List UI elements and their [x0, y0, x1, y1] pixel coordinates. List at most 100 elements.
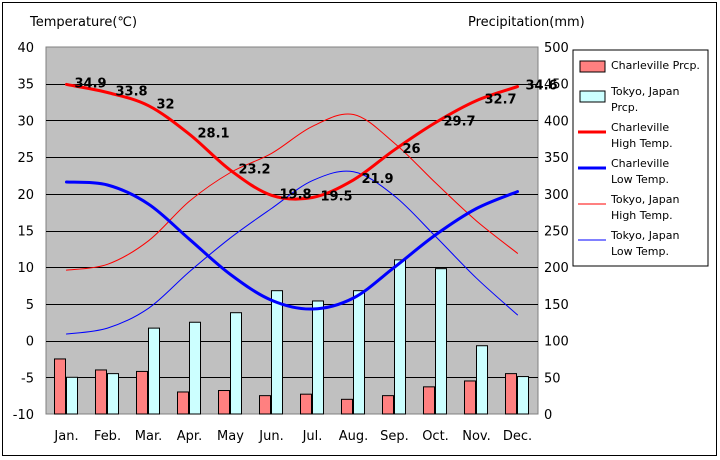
legend-label: Tokyo, Japan — [610, 193, 679, 206]
legend-swatch — [579, 90, 606, 103]
x-tick-label: Jun. — [258, 429, 283, 444]
data-label: 29.7 — [444, 115, 476, 130]
right-axis-title: Precipitation(mm) — [468, 15, 585, 30]
x-tick-label: Mar. — [135, 429, 162, 444]
bar — [136, 370, 148, 415]
data-label: 32.7 — [485, 93, 517, 108]
right-tick-label: 300 — [544, 188, 569, 203]
left-axis-title: Temperature(℃) — [29, 15, 137, 30]
bar — [54, 358, 66, 415]
legend-label: Tokyo, Japan — [610, 229, 679, 242]
bar — [517, 376, 529, 415]
bar — [107, 373, 119, 415]
x-tick-label: Oct. — [422, 429, 449, 444]
data-label: 19.5 — [321, 189, 353, 204]
bar — [505, 373, 517, 415]
x-tick-label: Dec. — [503, 429, 532, 444]
left-tick-label: 40 — [17, 41, 34, 56]
data-label: 32 — [157, 98, 175, 113]
bar — [464, 380, 476, 415]
left-tick-label: 0 — [26, 335, 34, 350]
bar — [189, 321, 201, 415]
left-tick-label: 30 — [17, 114, 34, 129]
x-tick-label: Feb. — [94, 429, 121, 444]
data-label: 23.2 — [239, 162, 271, 177]
temperature-lines — [65, 82, 519, 335]
left-tick-label: 5 — [26, 298, 34, 313]
left-tick-label: 35 — [17, 78, 34, 93]
bar — [312, 300, 324, 415]
left-tick-label: 15 — [17, 225, 34, 240]
legend-label: Charleville — [611, 121, 669, 134]
data-label: 28.1 — [198, 126, 230, 141]
legend-box — [572, 49, 709, 267]
x-tick-label: Jan. — [53, 429, 78, 444]
data-labels: 34.9 33.8 32 28.1 23.2 19.8 19.5 21.9 26 29.7 32.7… — [75, 76, 558, 204]
x-axis-ticks: Jan. Feb. Mar. Apr. May Jun. Jul. Aug. Sep. Oct. N… — [53, 429, 532, 444]
right-tick-label: 350 — [544, 151, 569, 166]
bar — [353, 290, 365, 415]
right-tick-label: 250 — [544, 225, 569, 240]
right-tick-label: 0 — [544, 408, 552, 423]
plot-area — [45, 46, 539, 415]
right-tick-label: 100 — [544, 335, 569, 350]
bar — [271, 290, 283, 415]
bar — [230, 312, 242, 415]
bar — [435, 268, 447, 415]
legend-label: Prcp. — [611, 101, 638, 114]
precipitation-bars — [54, 259, 529, 415]
right-tick-label: 500 — [544, 41, 569, 56]
data-label: 33.8 — [116, 85, 148, 100]
legend-label: High Temp. — [611, 137, 673, 150]
left-tick-label: -5 — [21, 371, 34, 386]
data-label: 21.9 — [362, 172, 394, 187]
left-axis-ticks: 40 35 30 25 20 15 10 5 0 -5 -10 — [13, 41, 34, 423]
bar — [423, 386, 435, 415]
x-tick-label: Apr. — [177, 429, 202, 444]
bar — [394, 259, 406, 415]
series-line — [65, 180, 519, 311]
legend-label: Charleville — [611, 157, 669, 170]
bar — [259, 395, 271, 415]
left-tick-label: 10 — [17, 261, 34, 276]
data-label: 34.9 — [75, 76, 107, 91]
bar — [66, 376, 78, 415]
right-tick-label: 200 — [544, 261, 569, 276]
x-tick-label: Jul. — [302, 429, 323, 444]
legend-label: High Temp. — [611, 209, 673, 222]
x-tick-label: Nov. — [462, 429, 491, 444]
bar — [341, 398, 353, 415]
series-line — [65, 82, 519, 201]
legend-swatch — [579, 60, 606, 73]
x-tick-label: Aug. — [339, 429, 369, 444]
series-line — [66, 113, 518, 271]
data-label: 26 — [403, 142, 421, 157]
right-tick-label: 50 — [544, 371, 561, 386]
left-tick-label: -10 — [13, 408, 34, 423]
legend: Charleville Prcp. Tokyo, Japan Prcp. Charle… — [578, 59, 700, 258]
right-tick-label: 150 — [544, 298, 569, 313]
left-tick-label: 20 — [17, 188, 34, 203]
bar — [476, 345, 488, 415]
series-line — [66, 170, 518, 335]
right-tick-label: 400 — [544, 114, 569, 129]
grid-lines — [46, 84, 538, 378]
x-tick-label: May — [217, 429, 244, 444]
bar — [300, 393, 312, 415]
left-tick-label: 25 — [17, 151, 34, 166]
bar — [218, 390, 230, 415]
bar — [95, 369, 107, 415]
bar — [382, 395, 394, 415]
x-tick-label: Sep. — [380, 429, 409, 444]
legend-label: Charleville Prcp. — [611, 59, 700, 72]
legend-label: Low Temp. — [611, 173, 669, 186]
data-label: 34.6 — [526, 79, 558, 94]
data-label: 19.8 — [280, 187, 312, 202]
bar — [177, 391, 189, 415]
legend-label: Tokyo, Japan — [610, 85, 679, 98]
right-tick-label: 450 — [544, 78, 569, 93]
legend-label: Low Temp. — [611, 245, 669, 258]
bar — [148, 327, 160, 415]
